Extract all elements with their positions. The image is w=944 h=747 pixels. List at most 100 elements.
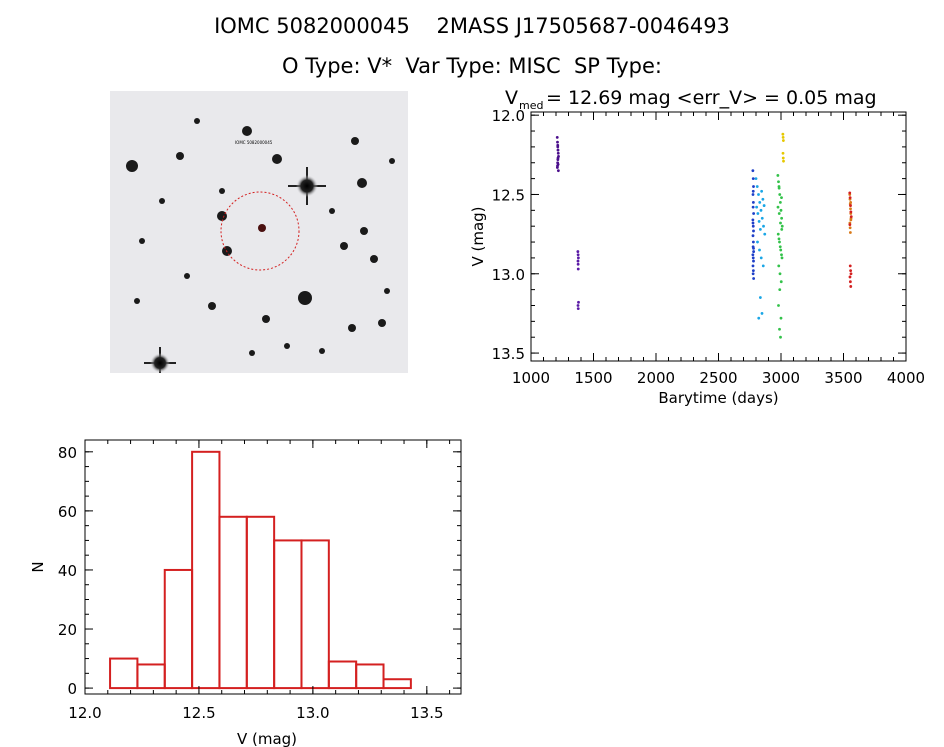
lc-point xyxy=(555,135,559,139)
lc-point xyxy=(751,193,755,196)
hist-bar xyxy=(382,678,412,690)
lc-point xyxy=(751,201,755,204)
target-label: IOMC 5082000045 xyxy=(235,140,273,145)
lc-point xyxy=(780,196,783,200)
lc-point xyxy=(849,204,852,207)
lc-point xyxy=(776,232,780,236)
lc-point xyxy=(763,232,767,236)
field-star xyxy=(126,160,138,172)
field-star xyxy=(208,302,216,310)
hist-bar xyxy=(109,657,139,690)
lc-point xyxy=(760,189,764,193)
lc-point xyxy=(751,240,755,244)
lc-point xyxy=(576,253,580,257)
lc-point xyxy=(781,156,785,160)
lc-point xyxy=(780,253,783,257)
light-curve-chart: V med = 12.69 mag <err_V> = 0.05 mag 100… xyxy=(469,87,925,407)
sky-background xyxy=(110,91,408,373)
lc-point xyxy=(781,132,785,136)
lc-stat-sub: med xyxy=(519,99,543,112)
target-star xyxy=(258,224,266,232)
lc-point xyxy=(556,164,559,168)
target-circle xyxy=(220,191,300,271)
lc-point xyxy=(778,327,781,331)
hist-ytick-label: 40 xyxy=(58,562,77,580)
hist-xtick-label: 13.5 xyxy=(410,704,443,722)
lc-stat-prefix: V xyxy=(505,87,518,109)
lc-point xyxy=(754,177,758,181)
lc-point xyxy=(752,246,755,250)
field-star xyxy=(357,178,367,188)
lc-point xyxy=(751,177,755,181)
lc-point xyxy=(779,316,783,320)
lc-point xyxy=(757,193,760,196)
lc-point xyxy=(777,304,780,307)
lc-point xyxy=(777,180,780,184)
lc-point xyxy=(752,250,756,253)
lc-point xyxy=(779,335,782,339)
lc-point xyxy=(751,205,755,209)
lc-point xyxy=(848,275,852,279)
lc-point xyxy=(848,231,852,234)
lc-point xyxy=(758,227,762,231)
lc-point xyxy=(849,285,853,288)
hist-bar xyxy=(355,663,385,690)
lc-point xyxy=(778,272,782,276)
hist-bar xyxy=(273,539,303,690)
lc-point xyxy=(848,191,852,195)
bright-star-2 xyxy=(144,347,176,373)
lc-point xyxy=(576,307,580,311)
lc-point xyxy=(779,248,783,252)
lc-point xyxy=(751,253,755,257)
lc-point xyxy=(777,185,781,188)
field-star xyxy=(249,350,255,356)
lc-point xyxy=(778,193,782,196)
lc-point xyxy=(848,226,852,230)
lc-point xyxy=(576,256,580,260)
field-star xyxy=(329,208,335,214)
field-star xyxy=(176,152,184,160)
lc-point xyxy=(755,205,759,209)
chart-title-types: O Type: V* Var Type: MISC SP Type: xyxy=(282,54,662,78)
lc-point xyxy=(782,159,785,163)
lc-ytick-label: 12.5 xyxy=(492,186,525,204)
field-star xyxy=(194,118,200,124)
lc-point xyxy=(849,218,853,222)
lc-point xyxy=(576,267,580,271)
lc-point xyxy=(780,227,784,231)
lc-point xyxy=(576,304,580,307)
lc-point xyxy=(556,151,560,155)
field-star xyxy=(284,343,290,349)
lc-point xyxy=(761,264,765,268)
lc-xtick-label: 1500 xyxy=(574,369,612,387)
lc-xtick-label: 2500 xyxy=(699,369,737,387)
field-star xyxy=(348,324,356,332)
lc-point xyxy=(781,135,785,139)
lc-point xyxy=(762,204,766,207)
lc-point xyxy=(752,277,756,280)
lc-point xyxy=(751,224,755,228)
lc-point xyxy=(755,185,759,188)
lc-point xyxy=(848,264,852,268)
lc-point xyxy=(781,151,785,155)
lc-point xyxy=(776,205,780,209)
field-star xyxy=(134,298,140,304)
lc-frame xyxy=(530,111,907,362)
field-star xyxy=(370,255,378,263)
lc-point xyxy=(759,208,763,212)
lc-point xyxy=(780,224,784,228)
hist-bar xyxy=(300,539,330,690)
field-star xyxy=(242,126,252,136)
field-star xyxy=(389,158,395,164)
hist-bar xyxy=(218,515,248,690)
lc-point xyxy=(759,256,763,260)
lc-xtick-label: 1000 xyxy=(512,369,550,387)
lc-point xyxy=(778,288,782,292)
lc-stat-text: = 12.69 mag <err_V> = 0.05 mag xyxy=(540,87,877,109)
hist-ytick-label: 20 xyxy=(58,621,77,639)
hist-ytick-label: 0 xyxy=(67,680,77,698)
lc-point xyxy=(751,189,755,193)
lc-ylabel: V (mag) xyxy=(469,206,487,266)
lc-point xyxy=(576,259,580,263)
lc-point xyxy=(762,224,765,228)
